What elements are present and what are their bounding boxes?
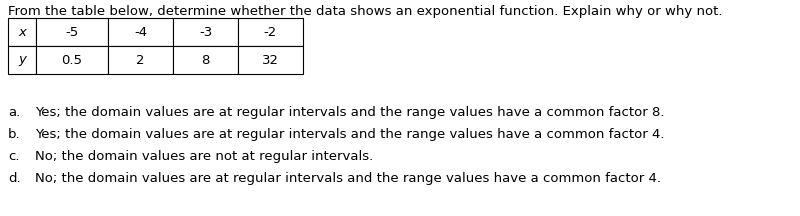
- Text: -3: -3: [199, 25, 212, 38]
- Text: 2: 2: [136, 54, 145, 67]
- Text: -5: -5: [66, 25, 78, 38]
- Text: b.: b.: [8, 128, 21, 141]
- Bar: [173, 46, 238, 74]
- Text: 32: 32: [262, 54, 279, 67]
- Text: 0.5: 0.5: [62, 54, 82, 67]
- Bar: [108, 46, 173, 74]
- Bar: [36, 46, 108, 74]
- Text: Yes; the domain values are at regular intervals and the range values have a comm: Yes; the domain values are at regular in…: [35, 128, 665, 141]
- Text: From the table below, determine whether the data shows an exponential function. : From the table below, determine whether …: [8, 5, 722, 19]
- Bar: [238, 46, 303, 74]
- Text: No; the domain values are not at regular intervals.: No; the domain values are not at regular…: [35, 150, 374, 163]
- Bar: [36, 18, 108, 46]
- Text: 8: 8: [202, 54, 210, 67]
- Text: a.: a.: [8, 106, 20, 119]
- Text: -4: -4: [134, 25, 147, 38]
- Text: d.: d.: [8, 172, 21, 185]
- Text: c.: c.: [8, 150, 19, 163]
- Text: y: y: [18, 54, 26, 67]
- Bar: [8, 18, 36, 46]
- Text: -2: -2: [264, 25, 277, 38]
- Bar: [8, 46, 36, 74]
- Text: Yes; the domain values are at regular intervals and the range values have a comm: Yes; the domain values are at regular in…: [35, 106, 665, 119]
- Bar: [108, 18, 173, 46]
- Text: x: x: [18, 25, 26, 38]
- Bar: [173, 18, 238, 46]
- Text: No; the domain values are at regular intervals and the range values have a commo: No; the domain values are at regular int…: [35, 172, 661, 185]
- Bar: [238, 18, 303, 46]
